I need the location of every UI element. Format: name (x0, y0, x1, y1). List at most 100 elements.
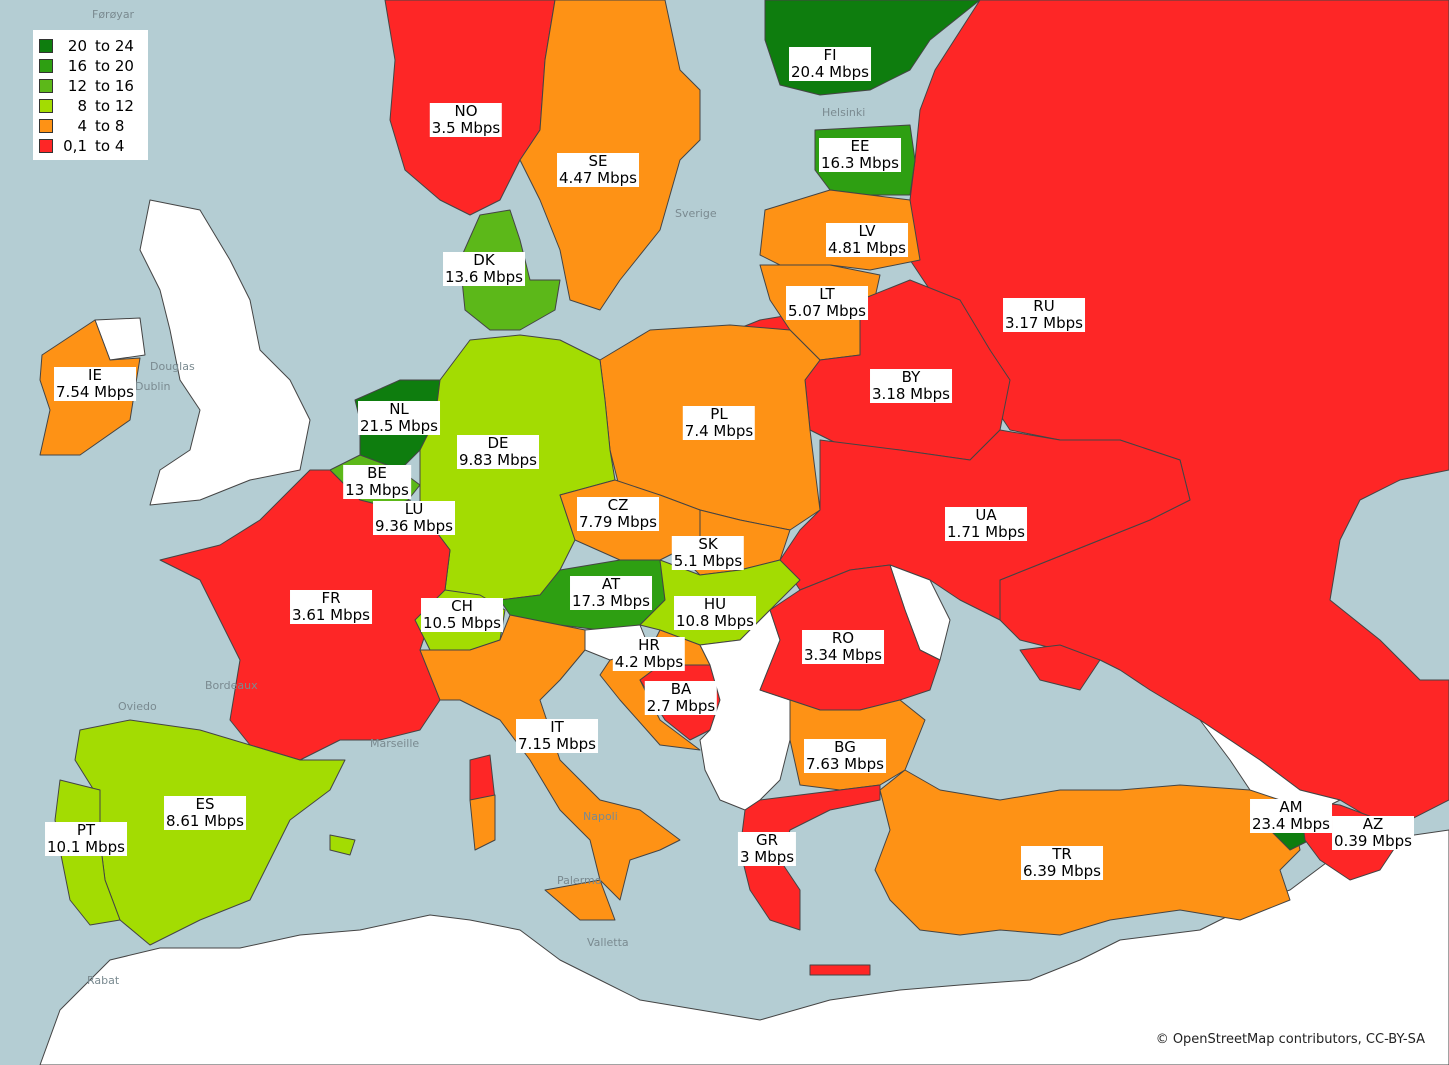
sardinia (469, 794, 496, 851)
legend-to: to 12 (95, 97, 134, 115)
value: 17.3 Mbps (572, 592, 650, 610)
label-se: SE 4.47 Mbps (557, 153, 639, 187)
legend-from: 4 (77, 117, 87, 135)
label-es: ES 8.61 Mbps (164, 796, 246, 830)
value: 5.1 Mbps (673, 552, 743, 570)
value: 7.79 Mbps (579, 513, 657, 531)
label-ch: CH 10.5 Mbps (421, 598, 503, 632)
legend-to: to 24 (95, 37, 134, 55)
value: 20.4 Mbps (791, 63, 869, 81)
code: NO (454, 102, 478, 120)
legend-from: 8 (77, 97, 87, 115)
crete (809, 964, 871, 976)
code: SE (588, 152, 608, 170)
code: PT (76, 821, 96, 839)
place-label: Bordeaux (205, 679, 258, 692)
label-ua: UA 1.71 Mbps (945, 507, 1027, 541)
value: 10.5 Mbps (423, 614, 501, 632)
label-fi: FI 20.4 Mbps (789, 47, 871, 81)
value: 16.3 Mbps (821, 154, 899, 172)
legend-row: 4 to 8 (39, 116, 148, 136)
place-label: Sverige (675, 207, 717, 220)
country-uk (139, 199, 311, 506)
place-label: Douglas (150, 360, 195, 373)
value: 4.81 Mbps (828, 239, 906, 257)
value: 23.4 Mbps (1252, 815, 1330, 833)
value: 4.47 Mbps (559, 169, 637, 187)
place-label: Rabat (87, 974, 120, 987)
label-cz: CZ 7.79 Mbps (577, 497, 659, 531)
code: AZ (1362, 815, 1384, 833)
value: 7.63 Mbps (806, 755, 884, 773)
value: 7.54 Mbps (56, 383, 134, 401)
label-az: AZ 0.39 Mbps (1332, 816, 1414, 850)
code: HU (703, 595, 727, 613)
code: EE (850, 137, 870, 155)
legend-from: 16 (67, 57, 87, 75)
code: BA (670, 680, 692, 698)
legend-from: 0,1 (63, 137, 87, 155)
legend-row: 20 to 24 (39, 36, 148, 56)
label-fr: FR 3.61 Mbps (290, 590, 372, 624)
code: BE (367, 464, 387, 482)
legend-to: to 4 (95, 137, 125, 155)
label-hu: HU 10.8 Mbps (674, 596, 756, 630)
legend-from: 20 (67, 37, 87, 55)
value: 10.1 Mbps (47, 838, 125, 856)
label-at: AT 17.3 Mbps (570, 576, 652, 610)
value: 9.36 Mbps (375, 517, 453, 535)
legend-swatch (39, 79, 53, 93)
value: 13.6 Mbps (445, 268, 523, 286)
legend-row: 16 to 20 (39, 56, 148, 76)
legend-swatch (39, 139, 53, 153)
code: BY (901, 368, 921, 386)
code: IT (550, 718, 564, 736)
code: LU (404, 500, 424, 518)
label-no: NO 3.5 Mbps (429, 102, 503, 137)
code: PL (710, 405, 728, 423)
legend-to: to 20 (95, 57, 134, 75)
country-it (419, 614, 681, 901)
value: 21.5 Mbps (360, 417, 438, 435)
value: 3.34 Mbps (804, 646, 882, 664)
place-label: Marseille (370, 737, 420, 750)
value: 3.17 Mbps (1005, 314, 1083, 332)
country-gr (739, 784, 881, 931)
code: LT (819, 285, 835, 303)
value: 3.5 Mbps (431, 119, 501, 137)
label-nl: NL 21.5 Mbps (358, 401, 440, 435)
label-dk: DK 13.6 Mbps (443, 252, 525, 286)
code: GR (755, 831, 779, 849)
code: FI (823, 46, 837, 64)
place-label: Dublin (135, 380, 171, 393)
code: CH (451, 597, 473, 615)
place-label: Napoli (583, 810, 618, 823)
label-ro: RO 3.34 Mbps (802, 630, 884, 664)
north-africa-land (39, 829, 1449, 1065)
value: 10.8 Mbps (676, 612, 754, 630)
label-be: BE 13 Mbps (343, 465, 411, 499)
label-tr: TR 6.39 Mbps (1021, 846, 1103, 880)
code: TR (1052, 845, 1072, 863)
legend-to: to 8 (95, 117, 125, 135)
value: 3.18 Mbps (872, 385, 950, 403)
crimea (1019, 644, 1101, 691)
legend-swatch (39, 59, 53, 73)
value: 6.39 Mbps (1023, 862, 1101, 880)
place-label: Helsinki (822, 106, 866, 119)
balearics (329, 834, 356, 856)
code: RU (1033, 297, 1055, 315)
label-by: BY 3.18 Mbps (870, 369, 952, 403)
label-lu: LU 9.36 Mbps (373, 501, 455, 535)
value: 8.61 Mbps (166, 812, 244, 830)
label-am: AM 23.4 Mbps (1250, 799, 1332, 833)
label-ba: BA 2.7 Mbps (644, 680, 718, 715)
legend-swatch (39, 119, 53, 133)
label-hr: HR 4.2 Mbps (612, 637, 686, 671)
legend: 20 to 24 16 to 20 12 to 16 8 to 12 4 to 8 0,1… (33, 30, 148, 160)
value: 0.39 Mbps (1334, 832, 1412, 850)
code: AT (601, 575, 621, 593)
value: 3 Mbps (739, 848, 795, 866)
value: 13 Mbps (345, 481, 409, 499)
